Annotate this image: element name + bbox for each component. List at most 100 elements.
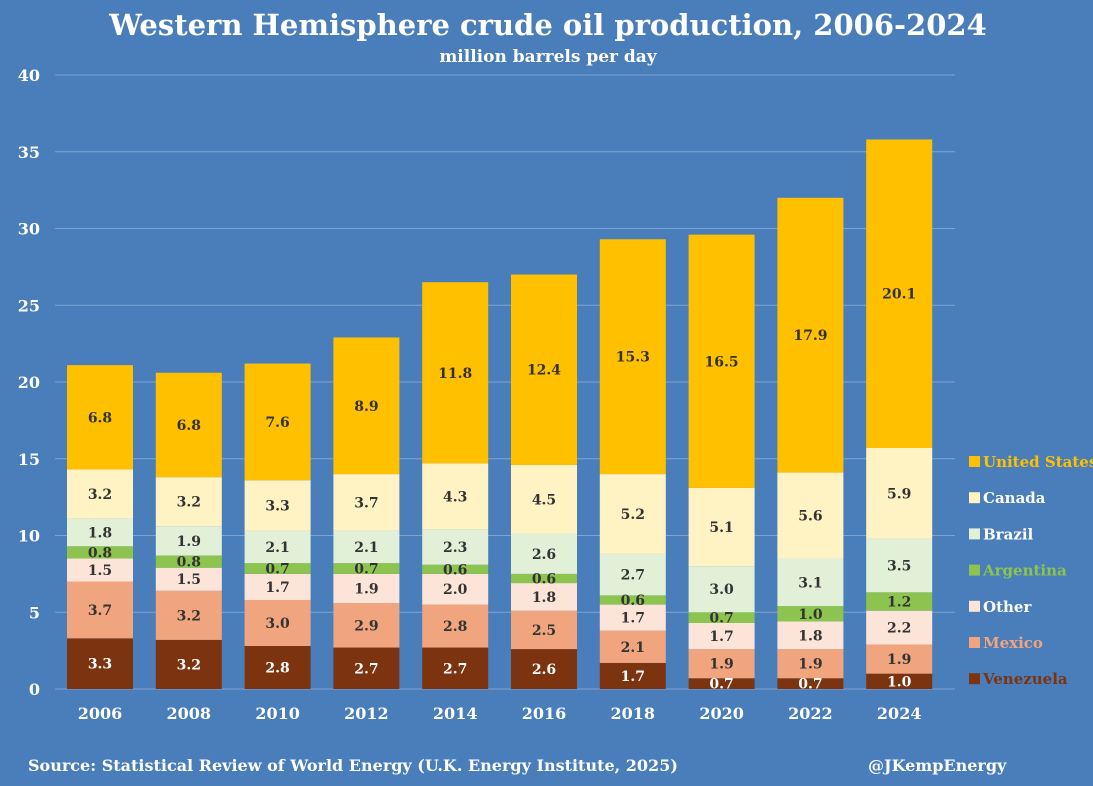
y-tick-label: 5 <box>29 603 40 622</box>
y-tick-label: 25 <box>18 296 40 315</box>
bar-segment-other <box>599 604 666 631</box>
bar-segment-other <box>866 610 933 645</box>
bar-segment-mexico <box>155 590 222 640</box>
data-label: 3.5 <box>887 558 911 574</box>
chart-subtitle: million barrels per day <box>439 47 657 67</box>
bar-segment-united-states <box>688 234 755 488</box>
bar-segment-united-states <box>67 365 133 470</box>
data-label: 0.7 <box>709 611 733 627</box>
bar-segment-argentina <box>244 563 311 574</box>
data-label: 4.3 <box>443 489 467 505</box>
data-label: 6.8 <box>177 418 201 434</box>
bar-segment-united-states <box>244 363 311 481</box>
bar-segment-venezuela <box>511 649 577 689</box>
bar-segment-argentina <box>155 555 222 568</box>
bar-segment-canada <box>599 474 666 554</box>
data-label: 15.3 <box>616 350 650 366</box>
bar-segment-mexico <box>244 599 311 647</box>
data-label: 0.8 <box>88 545 112 561</box>
data-label: 3.2 <box>177 608 201 624</box>
data-label: 3.0 <box>265 616 290 632</box>
legend-entry: Mexico <box>983 634 1043 652</box>
legend-entry: Canada <box>983 489 1046 507</box>
bar-segment-venezuela <box>866 673 933 689</box>
bar-segment-venezuela <box>333 647 400 689</box>
data-label: 2.1 <box>621 640 645 656</box>
legend-entry: Argentina <box>982 562 1067 580</box>
data-label: 2.7 <box>621 568 645 584</box>
data-label: 4.5 <box>532 492 556 508</box>
x-tick-label: 2022 <box>788 704 833 723</box>
y-tick-label: 30 <box>18 220 40 239</box>
bar-segment-mexico <box>688 649 755 679</box>
legend-swatch <box>969 528 980 540</box>
data-label: 1.2 <box>887 595 911 611</box>
bar-segment-brazil <box>599 553 666 596</box>
bar-segment-brazil <box>866 538 933 593</box>
x-tick-label: 2014 <box>433 704 478 723</box>
data-label: 2.0 <box>443 582 468 598</box>
data-label: 1.7 <box>709 629 733 645</box>
data-label: 20.1 <box>882 287 916 303</box>
data-label: 5.2 <box>621 507 645 523</box>
legend-entry: Brazil <box>983 525 1034 543</box>
x-axis-ticks: 2006 2008 2010 2012 2014 2016 2018 2020 2022 2024 <box>78 704 922 723</box>
data-label: 1.9 <box>709 657 733 673</box>
data-label: 2.3 <box>443 540 467 556</box>
bar-segment-other <box>422 573 489 605</box>
bar-segment-canada <box>333 474 400 531</box>
bar-segment-argentina <box>333 563 400 574</box>
bar-segment-argentina <box>422 564 489 574</box>
bar-segment-venezuela <box>422 647 489 689</box>
legend: United States Canada Brazil Argentina Other M… <box>969 453 1093 688</box>
y-tick-label: 10 <box>18 527 40 546</box>
x-tick-label: 2012 <box>344 704 389 723</box>
legend-entry: United States <box>983 453 1093 471</box>
bar-segment-argentina <box>511 573 577 584</box>
bar-segment-mexico <box>777 649 844 679</box>
data-label: 2.7 <box>354 661 378 677</box>
x-tick-label: 2006 <box>78 704 123 723</box>
data-label: 0.7 <box>709 677 733 693</box>
bar-segment-brazil <box>333 530 400 564</box>
bar-segment-venezuela <box>688 678 755 689</box>
bar-segment-mexico <box>599 630 666 663</box>
data-label: 0.6 <box>621 593 645 609</box>
data-label: 2.1 <box>265 540 289 556</box>
data-label: 16.5 <box>705 354 739 370</box>
bar-segment-argentina <box>67 546 133 559</box>
data-label: 1.7 <box>621 611 645 627</box>
legend-swatch <box>969 600 980 612</box>
data-label: 1.8 <box>798 628 822 644</box>
bar-segment-brazil <box>511 533 577 574</box>
data-label: 1.5 <box>177 572 201 588</box>
bar-segment-other <box>777 621 844 650</box>
data-label: 3.2 <box>88 487 112 503</box>
y-tick-label: 0 <box>29 680 40 699</box>
bar-segment-canada <box>422 463 489 530</box>
data-label: 2.8 <box>443 619 467 635</box>
data-label: 3.0 <box>709 582 734 598</box>
bar-segment-canada <box>511 464 577 534</box>
source-note: Source: Statistical Review of World Ener… <box>28 756 678 775</box>
bar-segment-mexico <box>866 644 933 674</box>
x-tick-label: 2018 <box>611 704 656 723</box>
bar-segment-united-states <box>333 337 400 475</box>
bar-segment-venezuela <box>67 638 133 689</box>
data-label: 7.6 <box>265 415 289 431</box>
bar-segment-united-states <box>599 239 666 475</box>
data-label: 5.1 <box>709 520 733 536</box>
legend-swatch <box>969 673 980 685</box>
x-tick-label: 2008 <box>167 704 212 723</box>
chart-title: Western Hemisphere crude oil production,… <box>108 8 987 42</box>
bar-segment-canada <box>244 480 311 531</box>
legend-entry: Other <box>983 598 1032 616</box>
bar-segment-united-states <box>155 372 222 478</box>
bar-segment-other <box>333 573 400 604</box>
data-labels: 3.33.71.50.81.83.26.83.23.21.50.81.93.26… <box>88 287 916 693</box>
data-label: 2.2 <box>887 621 911 637</box>
bar-segment-other <box>511 583 577 611</box>
y-tick-label: 35 <box>18 143 40 162</box>
